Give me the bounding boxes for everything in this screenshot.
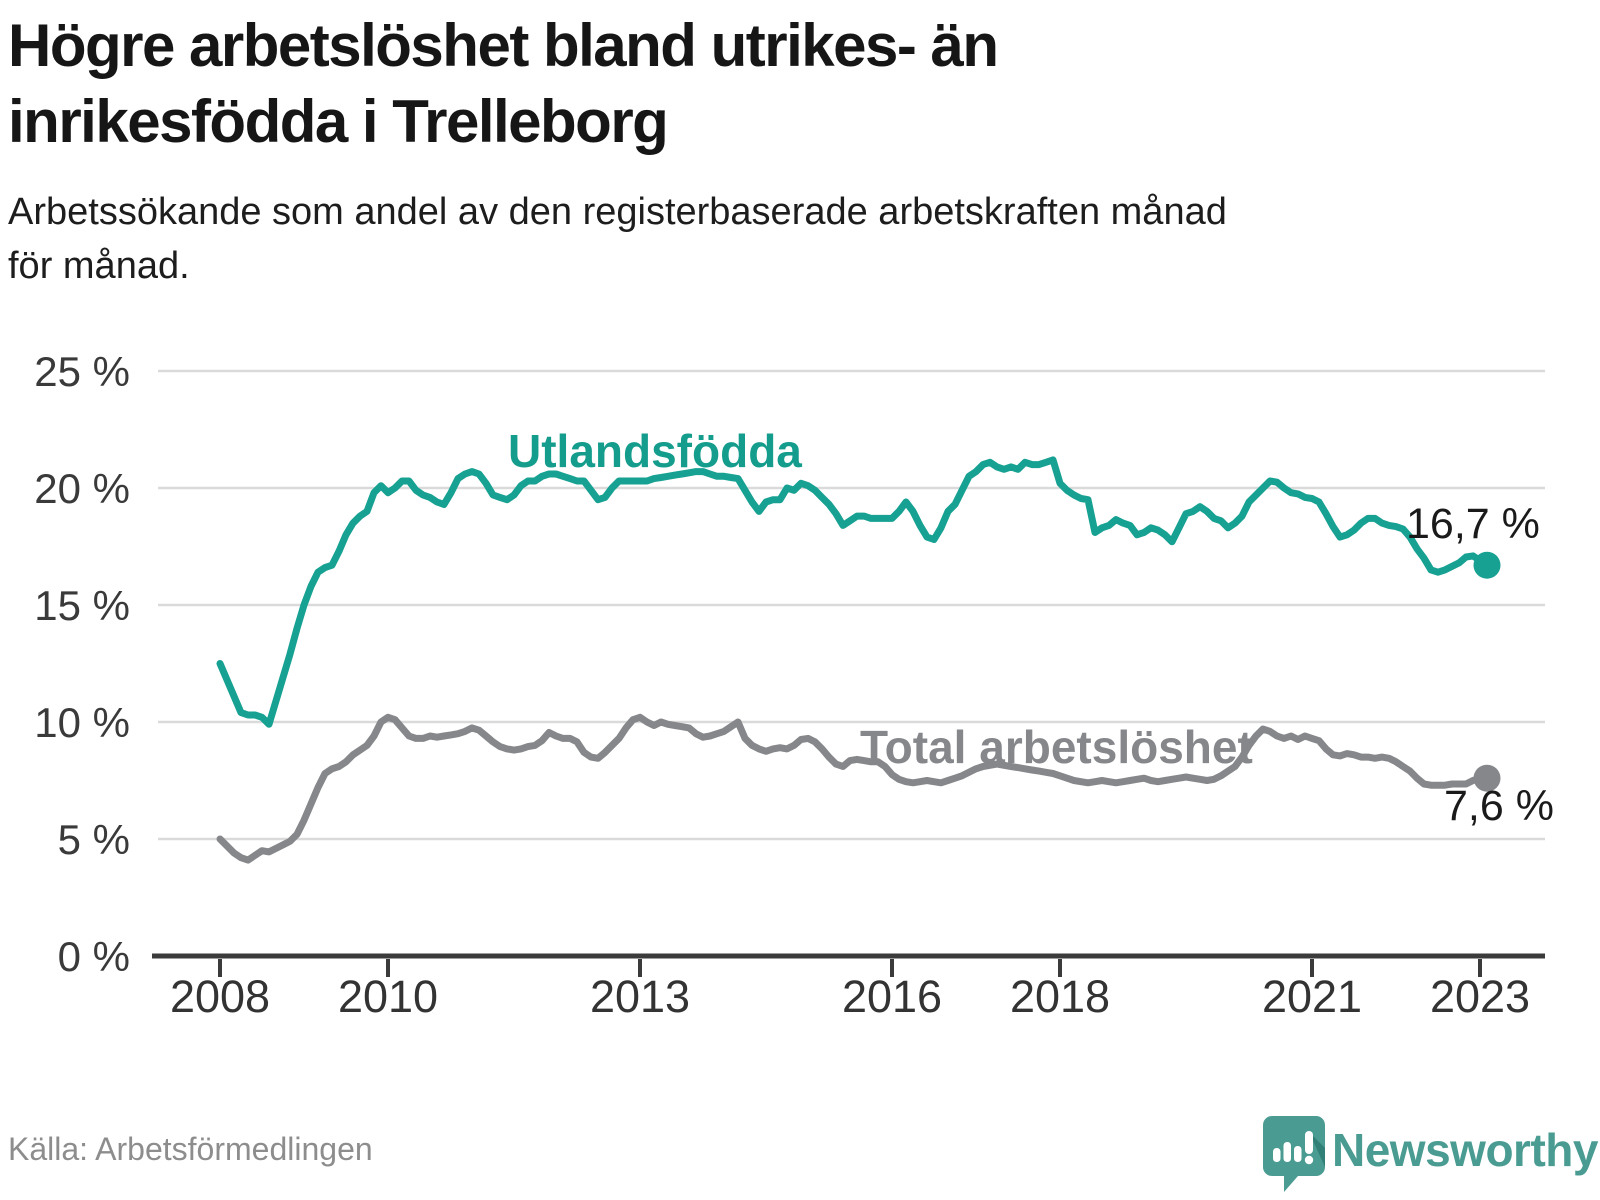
- y-axis-label-5: 5 %: [57, 816, 130, 863]
- y-axis-label-25: 25 %: [34, 348, 130, 395]
- page-title-line1: Högre arbetslöshet bland utrikes- än: [8, 12, 999, 79]
- x-axis-label-2023: 2023: [1429, 971, 1531, 1022]
- series-end-dot-total-arbetsloshet: [1473, 764, 1501, 792]
- y-axis-label-15: 15 %: [34, 582, 130, 629]
- series-end-dot-utlandsfodda: [1473, 551, 1501, 579]
- source-note: Källa: Arbetsförmedlingen: [8, 1131, 373, 1167]
- series-label-utlandsfodda: Utlandsfödda: [508, 425, 802, 477]
- chart-subtitle-line2: för månad.: [8, 244, 190, 287]
- x-axis-label-2016: 2016: [841, 971, 943, 1022]
- series-line-utlandsfodda: [216, 456, 1491, 728]
- x-axis-label-2010: 2010: [337, 971, 439, 1022]
- end-value-label-utlandsfodda: 16,7 %: [1406, 500, 1540, 548]
- chart-subtitle-line1: Arbetssökande som andel av den registerb…: [8, 191, 1227, 233]
- y-axis-label-10: 10 %: [34, 699, 130, 746]
- page-title: Högre arbetslöshet bland utrikes- än inr…: [8, 8, 1288, 159]
- series-label-total-arbetsloshet: Total arbetslöshet: [860, 721, 1253, 773]
- newsworthy-bubble-icon: [1263, 1116, 1325, 1192]
- page-title-line2: inrikesfödda i Trelleborg: [8, 87, 669, 155]
- x-axis-label-2018: 2018: [1009, 971, 1111, 1022]
- chart-subtitle: Arbetssökande som andel av den registerb…: [8, 186, 1568, 294]
- x-axis-label-2008: 2008: [169, 971, 271, 1022]
- x-axis-label-2021: 2021: [1261, 971, 1363, 1022]
- end-value-label-total: 7,6 %: [1444, 782, 1554, 830]
- y-axis-label-0: 0 %: [57, 933, 130, 980]
- x-axis-label-2013: 2013: [589, 971, 691, 1022]
- newsworthy-wordmark: Newsworthy: [1332, 1124, 1598, 1176]
- y-axis-label-20: 20 %: [34, 465, 130, 512]
- newsworthy-logo: Newsworthy: [1262, 1115, 1598, 1195]
- series-line-total-arbetsloshet: [216, 713, 1491, 864]
